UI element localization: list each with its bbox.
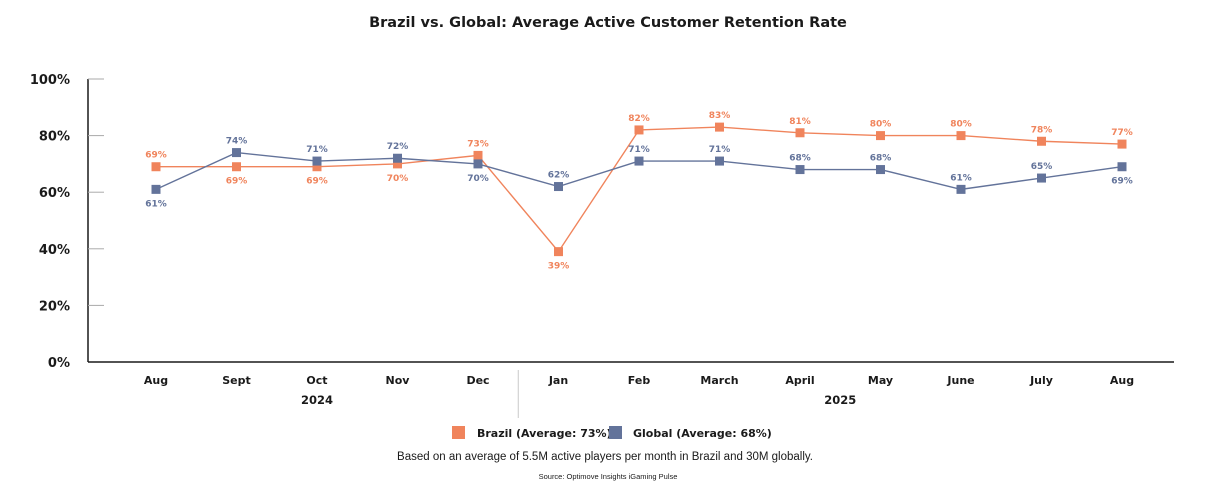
brazil-data-label: 83%: [709, 111, 731, 121]
global-data-label: 68%: [789, 154, 811, 164]
year-label: 2024: [301, 393, 333, 407]
brazil-data-label: 81%: [789, 117, 811, 127]
chart-source: Source: Optimove Insights iGaming Pulse: [539, 472, 678, 481]
global-data-point: [1037, 173, 1046, 183]
global-data-label: 68%: [870, 154, 892, 164]
y-tick-label: 80%: [39, 130, 70, 145]
global-data-point: [312, 156, 322, 166]
brazil-legend-swatch: [452, 426, 465, 439]
brazil-data-label: 69%: [306, 177, 328, 187]
brazil-data-point: [956, 131, 966, 141]
global-data-label: 71%: [709, 145, 731, 155]
x-tick-label: Sept: [222, 374, 251, 387]
global-data-label: 61%: [950, 173, 972, 183]
brazil-data-label: 82%: [628, 114, 650, 124]
global-data-point: [473, 159, 483, 169]
x-tick-label: Nov: [386, 374, 411, 387]
x-tick-label: June: [946, 374, 974, 387]
legend: Brazil (Average: 73%) Global (Average: 68…: [452, 426, 772, 440]
global-data-point: [715, 156, 724, 166]
global-legend-label: Global (Average: 68%): [633, 427, 772, 440]
brazil-data-label: 78%: [1031, 125, 1053, 135]
global-data-label: 69%: [1111, 177, 1133, 187]
global-data-point: [1117, 162, 1127, 172]
y-axis: 0% 20% 40% 60% 80% 100%: [30, 73, 104, 371]
global-data-label: 74%: [226, 137, 248, 147]
brazil-legend-label: Brazil (Average: 73%): [477, 427, 612, 440]
brazil-data-label: 77%: [1111, 128, 1133, 138]
brazil-data-point: [312, 162, 322, 172]
x-tick-label: Oct: [306, 374, 327, 387]
global-data-label: 65%: [1031, 162, 1053, 172]
brazil-data-point: [1117, 139, 1127, 149]
global-data-label: 72%: [387, 142, 409, 152]
y-tick-label: 0%: [48, 356, 70, 371]
global-data-point: [232, 148, 241, 158]
year-label: 2025: [824, 393, 856, 407]
global-data-point: [634, 156, 644, 166]
x-tick-label: July: [1029, 374, 1053, 387]
x-tick-label: Aug: [144, 374, 168, 387]
brazil-data-label: 70%: [387, 174, 409, 184]
brazil-data-label: 80%: [870, 120, 892, 130]
brazil-data-point: [634, 125, 644, 135]
global-data-label: 62%: [548, 171, 570, 181]
brazil-data-point: [715, 122, 724, 132]
brazil-data-point: [554, 247, 563, 257]
x-tick-label: Feb: [628, 374, 651, 387]
brazil-data-point: [232, 162, 241, 172]
y-tick-label: 60%: [39, 186, 70, 201]
x-tick-label: May: [868, 374, 893, 387]
brazil-data-label: 73%: [467, 139, 489, 149]
x-tick-label: Jan: [548, 374, 568, 387]
global-data-label: 71%: [306, 145, 328, 155]
y-tick-label: 40%: [39, 243, 70, 258]
global-data-point: [795, 165, 805, 175]
global-data-label: 71%: [628, 145, 650, 155]
global-data-point: [876, 165, 885, 175]
chart-note: Based on an average of 5.5M active playe…: [397, 451, 813, 463]
brazil-data-point: [151, 162, 161, 172]
global-data-point: [393, 153, 402, 163]
global-data-point: [554, 182, 563, 192]
x-tick-label: Aug: [1110, 374, 1134, 387]
global-legend-swatch: [609, 426, 622, 439]
brazil-data-point: [1037, 136, 1046, 146]
x-axis: Aug Sept Oct Nov Dec Jan Feb March April May June J…: [88, 361, 1174, 418]
y-tick-label: 100%: [30, 73, 70, 88]
global-data-label: 61%: [145, 199, 167, 209]
chart-title: Brazil vs. Global: Average Active Custom…: [369, 15, 847, 31]
x-tick-label: Dec: [466, 374, 489, 387]
x-tick-label: April: [785, 374, 814, 387]
brazil-data-label: 39%: [548, 262, 570, 272]
brazil-data-point: [876, 131, 885, 141]
brazil-data-point: [795, 128, 805, 138]
global-data-point: [151, 184, 161, 194]
y-tick-label: 20%: [39, 299, 70, 314]
brazil-data-point: [473, 150, 483, 160]
brazil-data-label: 80%: [950, 120, 972, 130]
x-tick-label: March: [700, 374, 738, 387]
brazil-data-label: 69%: [226, 177, 248, 187]
global-data-label: 70%: [467, 174, 489, 184]
brazil-data-label: 69%: [145, 151, 167, 161]
brazil-data-point: [393, 159, 402, 169]
series-layer: 69% 69% 69% 70% 73% 39% 82% 83% 81% 80% 80% 78% 77% 6…: [145, 111, 1133, 272]
global-data-point: [956, 184, 966, 194]
